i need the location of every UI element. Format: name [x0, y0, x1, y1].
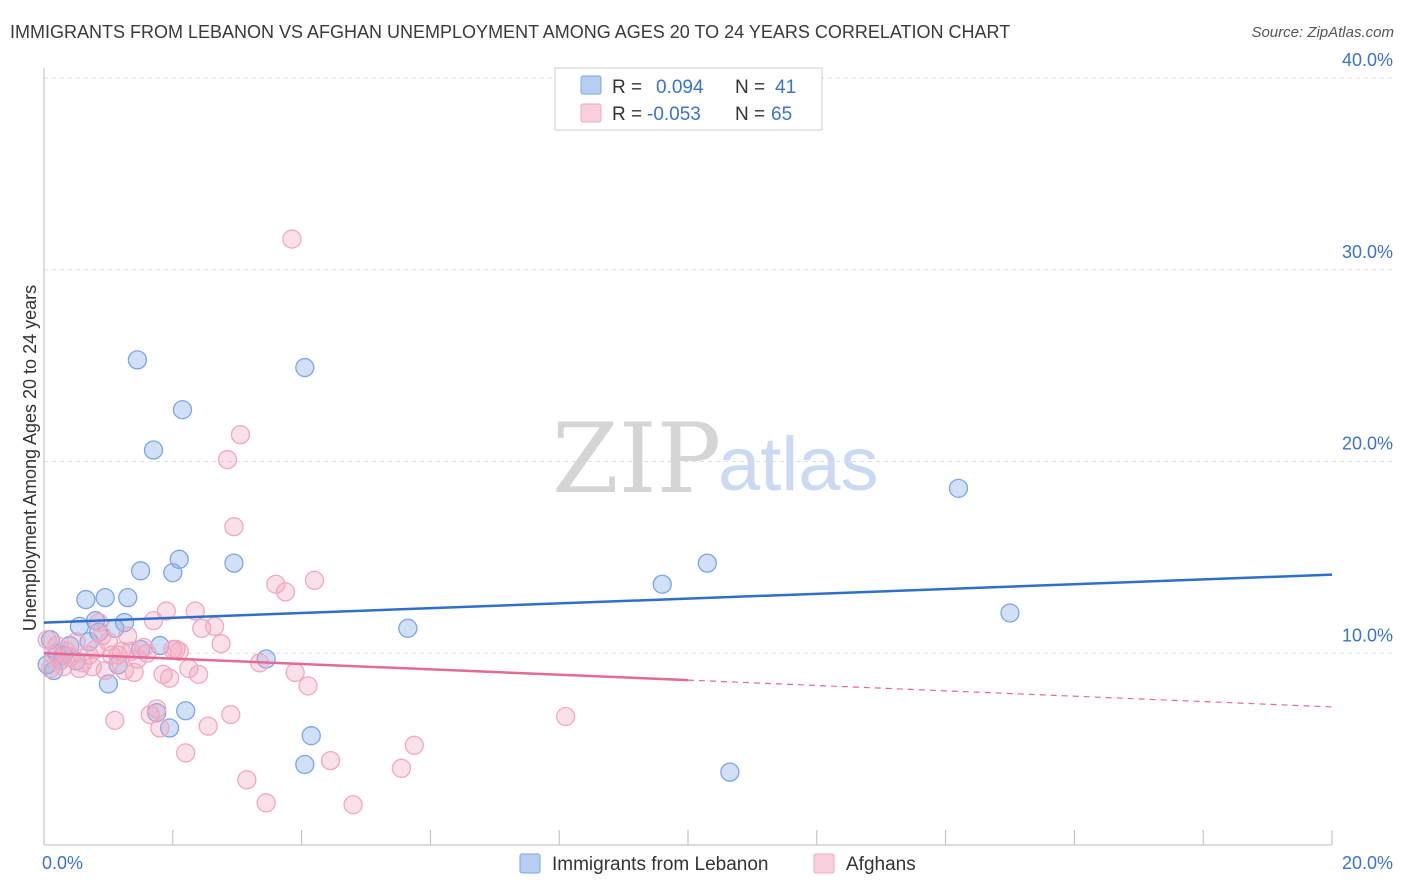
data-point — [404, 735, 424, 755]
bottom-legend-label-afghans: Afghans — [846, 854, 916, 875]
data-point — [1000, 603, 1020, 623]
legend-n-label-afghans: N = — [735, 104, 765, 125]
bottom-legend-swatch-lebanon — [519, 853, 541, 874]
data-point — [343, 795, 363, 815]
watermark-atlas: atlas — [718, 422, 879, 507]
data-point — [50, 651, 70, 671]
data-point — [295, 357, 315, 378]
watermark: ZIP atlas — [552, 403, 879, 515]
trend-line-afghans — [43, 652, 689, 682]
data-point — [398, 618, 418, 638]
legend-swatch-afghans — [580, 103, 602, 123]
bottom-legend-swatch-afghans — [813, 853, 835, 874]
data-point — [137, 643, 157, 663]
data-point — [320, 750, 341, 771]
data-point — [205, 616, 225, 637]
series-afghans — [37, 229, 576, 815]
data-point — [652, 574, 672, 594]
y-tick-label-10: 10.0% — [1342, 625, 1393, 645]
data-point — [127, 350, 148, 370]
data-point — [391, 758, 412, 778]
legend-n-value-lebanon: 41 — [775, 77, 796, 98]
series-points — [37, 229, 1020, 815]
data-point — [304, 570, 325, 591]
legend-r-label-lebanon: R = — [612, 77, 642, 98]
legend-swatch-lebanon — [580, 75, 602, 95]
bottom-legend: Immigrants from Lebanon Afghans — [519, 853, 916, 875]
data-point — [275, 582, 296, 602]
data-point — [298, 676, 318, 696]
data-point — [176, 701, 196, 721]
data-point — [143, 611, 164, 631]
trend-line-afghans-extension — [687, 679, 1333, 708]
data-point — [130, 561, 151, 581]
y-tick-label-20: 20.0% — [1342, 434, 1393, 454]
data-point — [221, 704, 241, 725]
data-point — [66, 632, 86, 652]
data-point — [256, 793, 276, 813]
data-point — [295, 754, 315, 775]
legend-r-value-lebanon: 0.094 — [656, 77, 704, 98]
data-point — [105, 710, 125, 731]
data-point — [172, 400, 193, 420]
y-tick-labels: 10.0% 20.0% 30.0% 40.0% — [1342, 50, 1393, 645]
data-point — [555, 706, 576, 727]
data-point — [224, 517, 244, 537]
data-point — [147, 699, 167, 719]
trend-line-lebanon — [43, 573, 1333, 624]
data-point — [143, 440, 164, 460]
y-axis-label: Unemployment Among Ages 20 to 24 years — [20, 285, 40, 631]
watermark-zip: ZIP — [552, 403, 721, 515]
data-point — [114, 660, 135, 681]
data-point — [188, 664, 209, 684]
data-point — [198, 716, 218, 736]
data-point — [217, 449, 238, 470]
x-tick-labels: 0.0% 20.0% — [42, 853, 1393, 873]
source-label: Source: ZipAtlas.com — [1251, 24, 1394, 41]
data-point — [118, 587, 138, 608]
data-point — [159, 718, 180, 738]
y-tick-label-40: 40.0% — [1342, 50, 1393, 70]
data-point — [169, 641, 189, 661]
data-point — [230, 425, 251, 445]
data-point — [159, 668, 180, 688]
legend-n-label-lebanon: N = — [735, 77, 765, 98]
data-point — [169, 549, 189, 569]
data-point — [118, 626, 138, 646]
data-point — [127, 649, 148, 669]
data-point — [95, 587, 115, 608]
chart-title: IMMIGRANTS FROM LEBANON VS AFGHAN UNEMPL… — [10, 22, 1011, 42]
data-point — [53, 657, 73, 677]
x-tick-label-min: 0.0% — [42, 853, 83, 873]
data-point — [697, 553, 717, 573]
x-ticks — [43, 830, 1333, 845]
legend-r-label-afghans: R = — [612, 104, 642, 125]
y-tick-label-30: 30.0% — [1342, 242, 1393, 262]
legend: R = 0.094 N = 41 R = -0.053 N = 65 — [554, 67, 823, 131]
data-point — [150, 718, 170, 738]
data-point — [720, 762, 740, 782]
data-point — [237, 770, 257, 790]
gridlines — [44, 77, 1393, 654]
data-point — [285, 662, 305, 683]
legend-n-value-afghans: 65 — [771, 104, 792, 125]
legend-r-value-afghans: -0.053 — [647, 104, 701, 125]
data-point — [266, 574, 286, 594]
data-point — [301, 726, 321, 746]
data-point — [176, 743, 196, 763]
data-point — [76, 589, 96, 610]
bottom-legend-label-lebanon: Immigrants from Lebanon — [552, 854, 769, 875]
series-lebanon — [37, 350, 1020, 782]
data-point — [948, 478, 969, 498]
data-point — [211, 634, 231, 654]
x-tick-label-max: 20.0% — [1342, 853, 1393, 873]
data-point — [224, 553, 244, 573]
data-point — [156, 601, 177, 621]
data-point — [282, 229, 302, 249]
trend-lines — [43, 573, 1333, 708]
